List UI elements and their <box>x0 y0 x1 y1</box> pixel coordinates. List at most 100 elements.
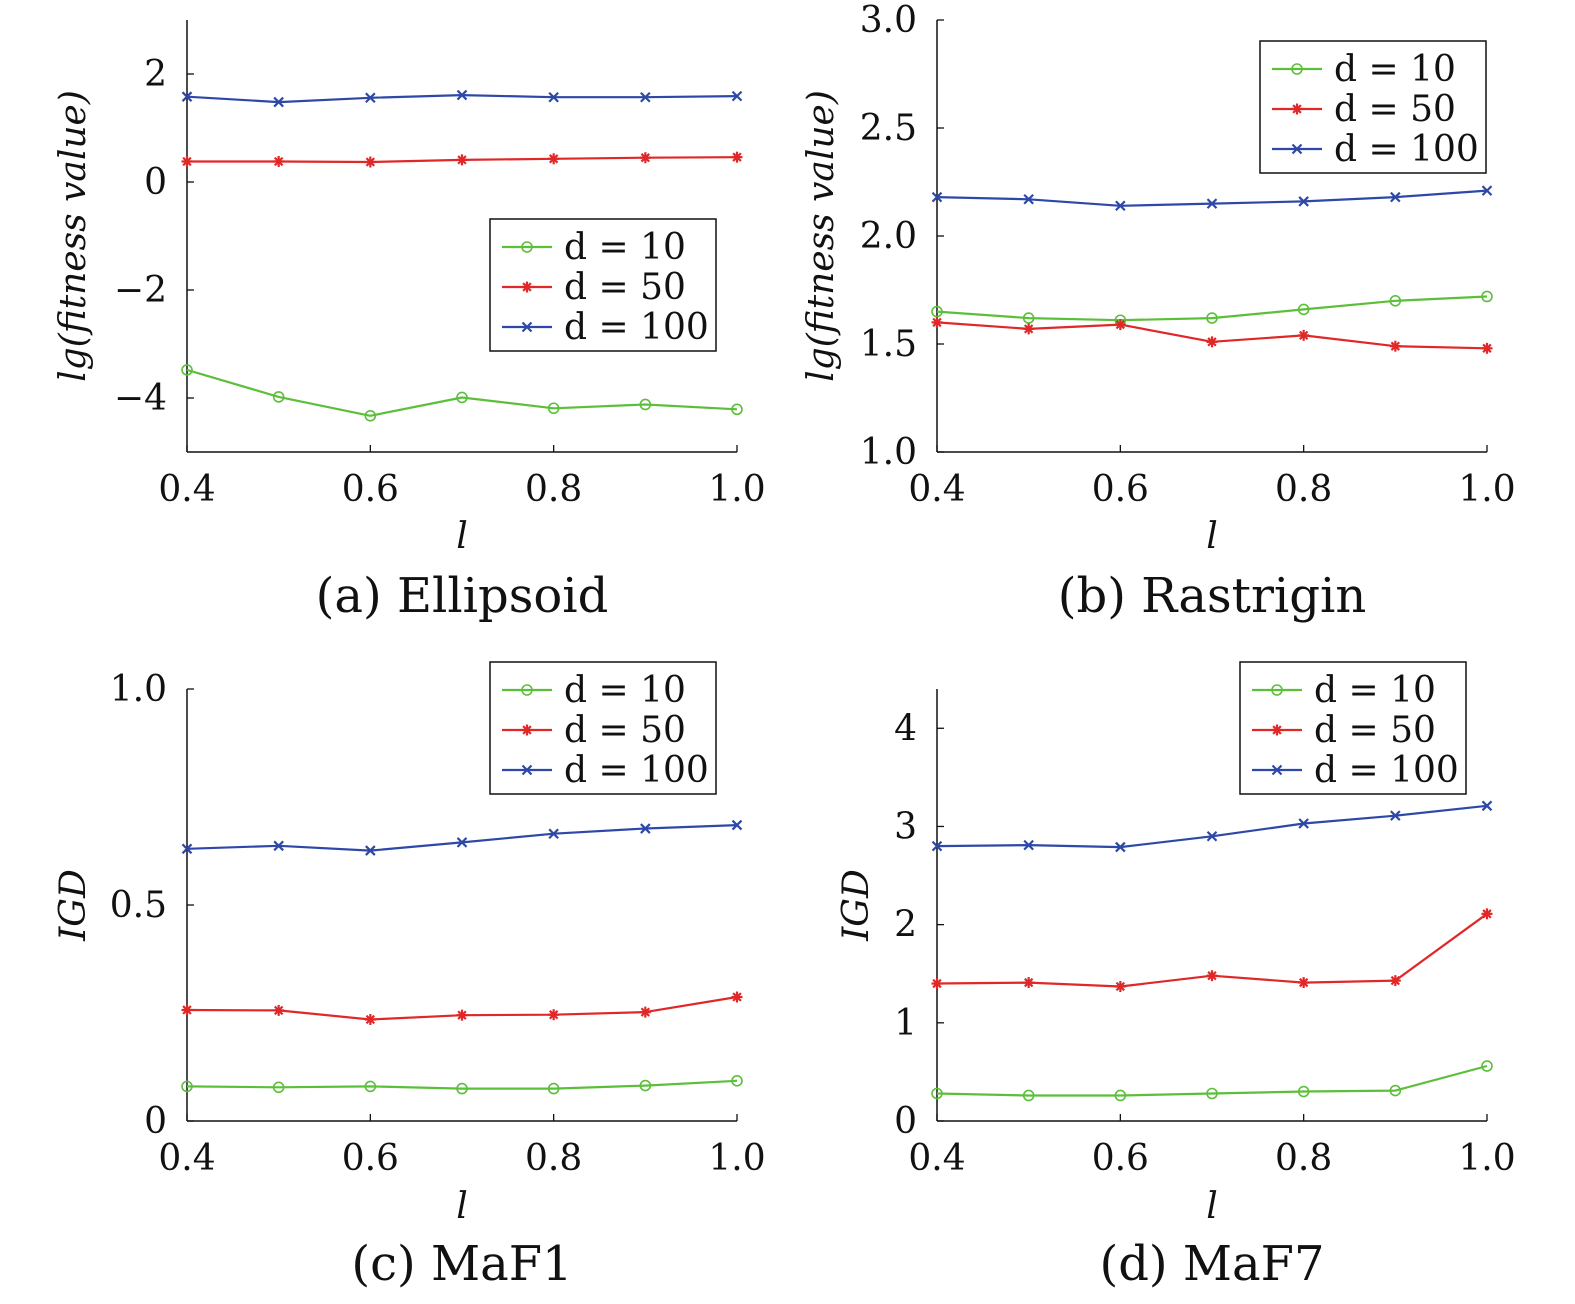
y-tick-label: 1.0 <box>860 432 917 473</box>
data-point-d10 <box>456 1082 468 1095</box>
legend-entry-d10: d = 10 <box>1252 670 1436 711</box>
legend-label: d = 10 <box>564 670 686 711</box>
legend-label: d = 50 <box>564 267 686 308</box>
y-tick-label: 1.5 <box>860 324 917 365</box>
series-d100 <box>181 89 743 108</box>
y-tick-label: −4 <box>114 378 167 419</box>
legend-entry-d100: d = 100 <box>1252 750 1459 791</box>
data-point-d10 <box>931 1087 943 1100</box>
y-tick-label: 2 <box>894 905 917 946</box>
x-tick-label: 0.8 <box>1275 469 1332 510</box>
y-tick-label: 0.5 <box>110 885 167 926</box>
data-point-d10 <box>731 1075 743 1087</box>
y-axis-label: lg(fitness value) <box>801 90 842 382</box>
data-point-d50 <box>1023 323 1035 335</box>
legend-marker <box>521 281 533 293</box>
series-d50 <box>931 908 1493 992</box>
y-tick-label: 0 <box>894 1101 917 1142</box>
data-point-d50 <box>1114 319 1126 331</box>
legend-label: d = 100 <box>1314 750 1459 791</box>
series-line-d10 <box>186 1079 738 1090</box>
legend-marker <box>521 764 533 776</box>
data-point-d50 <box>1206 970 1218 982</box>
legend-marker <box>1291 63 1303 75</box>
data-point-d50 <box>1298 329 1310 341</box>
y-axis-label: IGD <box>53 869 94 942</box>
data-point-d50 <box>181 1004 193 1016</box>
data-point-d50 <box>931 978 943 990</box>
data-point-d10 <box>181 364 193 376</box>
legend-entry-d10: d = 10 <box>502 670 686 711</box>
data-point-d100 <box>548 91 559 103</box>
data-point-d100 <box>1390 191 1401 203</box>
data-point-d10 <box>1206 1087 1218 1100</box>
data-point-d50 <box>639 1006 651 1018</box>
data-point-d50 <box>1298 977 1310 989</box>
data-point-d100 <box>456 837 468 848</box>
data-point-d50 <box>1389 975 1401 987</box>
x-axis-label: l <box>1206 1186 1218 1227</box>
data-point-d50 <box>456 154 468 166</box>
data-point-d10 <box>1022 1089 1035 1102</box>
x-axis-label: l <box>1206 516 1218 557</box>
series-d100 <box>931 185 1493 212</box>
data-point-d10 <box>1389 294 1402 307</box>
data-point-d50 <box>364 1013 376 1025</box>
panel-caption: (c) MaF1 <box>351 1236 572 1292</box>
data-point-d10 <box>1022 312 1035 324</box>
legend-entry-d10: d = 10 <box>1272 49 1456 90</box>
y-tick-label: −2 <box>114 270 167 311</box>
x-tick-label: 0.8 <box>1275 1138 1332 1179</box>
data-point-d10 <box>1114 1089 1127 1102</box>
legend: d = 10d = 50d = 100 <box>489 661 717 795</box>
legend-label: d = 50 <box>1334 89 1456 130</box>
legend-entry-d50: d = 50 <box>1272 89 1456 130</box>
legend-marker <box>521 241 533 253</box>
data-point-d50 <box>456 1009 468 1021</box>
data-point-d100 <box>181 843 193 855</box>
data-point-d10 <box>639 398 652 411</box>
y-tick-label: 1 <box>894 1003 917 1044</box>
chart-panel-2: 0.4 0.6 0.8 1.0 1.0 1.5 2.0 2.5 3.0 l lg(fitness v… <box>801 0 1516 624</box>
y-tick-label: 0 <box>144 162 167 203</box>
data-point-d100 <box>365 845 376 856</box>
legend-marker <box>1291 143 1303 155</box>
x-tick-label: 0.6 <box>342 1138 399 1179</box>
data-point-d10 <box>456 391 468 404</box>
legend-entry-d50: d = 50 <box>502 710 686 751</box>
legend-entry-d100: d = 100 <box>1272 129 1479 170</box>
data-point-d100 <box>1023 194 1034 205</box>
chart-panel-3: 0.4 0.6 0.8 1.0 0 0.5 1.0 l IGD d = 10d = 50d = 1… <box>53 661 766 1292</box>
series-line-d10 <box>186 368 738 417</box>
legend-label: d = 50 <box>564 710 686 751</box>
x-tick-label: 1.0 <box>1458 469 1515 510</box>
data-point-d50 <box>548 1009 560 1021</box>
legend-label: d = 100 <box>1334 129 1479 170</box>
legend-label: d = 100 <box>564 307 709 348</box>
series-line-d100 <box>186 824 738 852</box>
data-point-d10 <box>1297 303 1310 316</box>
y-tick-label: 2 <box>144 54 167 95</box>
chart-panel-1: 0.4 0.6 0.8 1.0 −4 −2 0 2 l lg(fitness value) d = … <box>53 20 766 624</box>
y-tick-label: 2.5 <box>860 108 917 149</box>
panel-caption: (b) Rastrigin <box>1058 568 1367 624</box>
x-tick-label: 1.0 <box>1458 1138 1515 1179</box>
data-point-d100 <box>1206 830 1218 842</box>
data-point-d100 <box>1298 196 1309 207</box>
legend-marker <box>1271 764 1283 776</box>
data-point-d100 <box>731 90 743 102</box>
legend-marker <box>1291 103 1303 115</box>
series-line-d10 <box>936 1064 1488 1097</box>
series-d50 <box>931 316 1493 354</box>
data-point-d10 <box>181 1080 193 1093</box>
legend-marker <box>1271 724 1283 736</box>
x-tick-label: 0.8 <box>525 1138 582 1179</box>
data-point-d100 <box>1481 800 1493 812</box>
y-axis-label: lg(fitness value) <box>53 90 94 382</box>
data-point-d100 <box>1115 841 1126 853</box>
data-point-d100 <box>1390 810 1401 821</box>
data-point-d100 <box>640 823 651 834</box>
x-axis-label: l <box>456 516 468 557</box>
data-point-d100 <box>365 92 376 104</box>
